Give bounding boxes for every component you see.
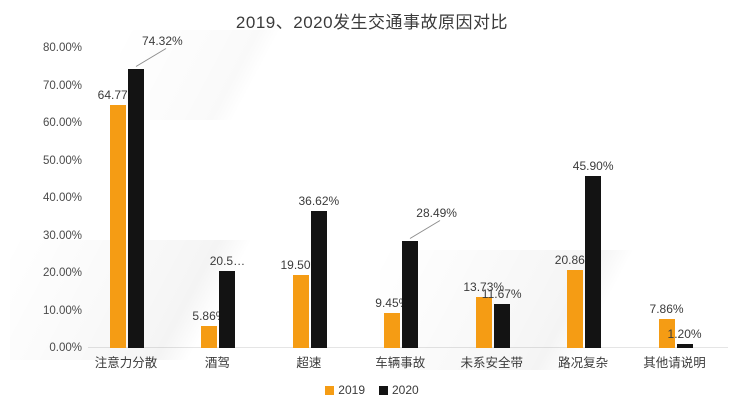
- label-leader-line: [135, 48, 167, 68]
- data-label-2019: 9.45%: [375, 295, 410, 310]
- legend-label: 2020: [392, 383, 419, 397]
- bar-2020[interactable]: [128, 69, 144, 348]
- y-axis-tick: 0.00%: [49, 342, 82, 354]
- x-axis-tick: 其他请说明: [643, 356, 706, 370]
- bar-2019[interactable]: [475, 296, 492, 348]
- x-axis-tick: 超速: [296, 356, 322, 370]
- bar-2020[interactable]: [585, 175, 602, 348]
- x-axis-tick: 注意力分散: [94, 356, 158, 370]
- x-axis-tick: 未系安全带: [460, 356, 523, 370]
- x-axis-tick: 酒驾: [204, 356, 230, 370]
- data-label-2020: 28.49%: [416, 206, 457, 221]
- data-label-2020: 36.62%: [298, 193, 340, 208]
- plot-area: 64.77% 74.32% 5.86% 20.5… 19.50% 36.62% 9.45% 2…: [88, 35, 728, 348]
- y-axis-tick: 70.00%: [42, 79, 82, 92]
- bar-2020[interactable]: [493, 304, 510, 348]
- bar-2020[interactable]: [676, 343, 693, 348]
- bar-group: 9.45% 28.49%: [362, 48, 457, 348]
- bar-group: 7.86% 1.20%: [637, 48, 728, 348]
- bar-2019[interactable]: [292, 274, 309, 348]
- y-axis-tick: 50.00%: [42, 154, 82, 167]
- x-axis: 注意力分散 酒驾 超速 车辆事故 未系安全带 路况复杂 其他请说明: [88, 352, 728, 376]
- y-axis-tick: 80.00%: [42, 42, 82, 54]
- y-axis-tick: 10.00%: [42, 304, 82, 317]
- bar-group: 13.73% 11.67%: [454, 48, 545, 348]
- data-label-2019: 5.86%: [192, 309, 227, 324]
- data-label-2020: 45.90%: [572, 158, 614, 173]
- bar-2019[interactable]: [658, 318, 675, 348]
- y-axis-tick: 30.00%: [42, 229, 82, 242]
- label-leader-line: [410, 220, 441, 240]
- x-axis-tick: 路况复杂: [558, 356, 609, 370]
- bar-2019[interactable]: [201, 326, 218, 348]
- legend-item[interactable]: 2019: [325, 383, 365, 397]
- data-label-2019: 13.73%: [463, 279, 505, 294]
- bar-2019[interactable]: [567, 269, 584, 348]
- y-axis-tick: 20.00%: [42, 267, 82, 279]
- legend-swatch-icon: [379, 385, 388, 395]
- data-label-2020: 1.20%: [667, 326, 702, 341]
- x-axis-tick: 车辆事故: [375, 356, 426, 370]
- data-label-2020: 11.67%: [481, 287, 522, 302]
- bar-2020[interactable]: [402, 241, 419, 348]
- bar-group: 64.77% 74.32%: [88, 35, 183, 348]
- legend-swatch-icon: [325, 385, 335, 395]
- bar-2019[interactable]: [384, 312, 401, 348]
- legend-label: 2019: [338, 383, 365, 397]
- y-axis-tick: 60.00%: [42, 117, 82, 129]
- y-axis-tick: 40.00%: [42, 192, 82, 204]
- chart-title: 2019、2020发生交通事故原因对比: [235, 13, 509, 32]
- bar-2020[interactable]: [310, 210, 327, 348]
- bar-group: 20.86% 45.90%: [545, 48, 636, 348]
- bar-group: 5.86% 20.5…: [179, 48, 270, 348]
- bar-2020[interactable]: [219, 271, 236, 348]
- data-label-2020: 20.5…: [209, 254, 246, 269]
- legend-item[interactable]: 2020: [379, 383, 419, 397]
- chart-legend: 2019 2020: [0, 383, 744, 397]
- y-axis: 0.00% 10.00% 20.00% 30.00% 40.00% 50.00% 60.00…: [12, 42, 82, 354]
- data-label-2020: 74.32%: [142, 34, 183, 49]
- data-label-2019: 7.86%: [649, 301, 684, 316]
- bar-group: 19.50% 36.62%: [271, 48, 362, 348]
- bar-2019[interactable]: [110, 105, 126, 348]
